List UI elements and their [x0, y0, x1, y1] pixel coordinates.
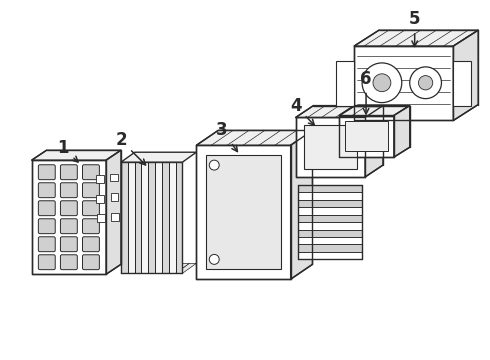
Polygon shape: [339, 116, 394, 157]
Polygon shape: [354, 30, 478, 46]
Polygon shape: [97, 195, 104, 203]
Polygon shape: [297, 207, 362, 215]
FancyBboxPatch shape: [38, 183, 55, 198]
Polygon shape: [97, 215, 104, 222]
Text: 6: 6: [360, 70, 372, 114]
Polygon shape: [297, 185, 362, 192]
Circle shape: [209, 255, 219, 264]
Polygon shape: [135, 264, 155, 273]
FancyBboxPatch shape: [60, 237, 77, 252]
Polygon shape: [155, 162, 162, 273]
Polygon shape: [32, 150, 121, 160]
Polygon shape: [175, 264, 196, 273]
FancyBboxPatch shape: [60, 165, 77, 180]
Polygon shape: [297, 252, 362, 260]
Polygon shape: [297, 192, 362, 200]
FancyBboxPatch shape: [38, 219, 55, 234]
Circle shape: [209, 160, 219, 170]
Polygon shape: [291, 130, 313, 279]
FancyBboxPatch shape: [82, 255, 99, 270]
FancyBboxPatch shape: [82, 201, 99, 216]
Polygon shape: [121, 162, 128, 273]
Polygon shape: [32, 160, 106, 274]
Polygon shape: [142, 264, 162, 273]
Polygon shape: [303, 125, 357, 169]
Polygon shape: [297, 237, 362, 244]
Polygon shape: [121, 152, 196, 162]
FancyBboxPatch shape: [82, 219, 99, 234]
Text: 5: 5: [409, 10, 420, 46]
Text: 1: 1: [58, 139, 78, 162]
Polygon shape: [206, 155, 281, 269]
Polygon shape: [394, 105, 410, 157]
FancyBboxPatch shape: [60, 183, 77, 198]
Polygon shape: [110, 174, 118, 181]
Polygon shape: [169, 264, 190, 273]
Polygon shape: [111, 213, 119, 221]
Polygon shape: [106, 150, 121, 274]
Polygon shape: [128, 162, 135, 273]
Polygon shape: [175, 162, 182, 273]
Polygon shape: [148, 264, 169, 273]
FancyBboxPatch shape: [38, 255, 55, 270]
FancyBboxPatch shape: [60, 201, 77, 216]
Circle shape: [418, 76, 433, 90]
Polygon shape: [128, 264, 148, 273]
Polygon shape: [297, 215, 362, 222]
Polygon shape: [162, 162, 169, 273]
Polygon shape: [196, 130, 313, 145]
Polygon shape: [295, 105, 383, 117]
Polygon shape: [142, 162, 148, 273]
FancyBboxPatch shape: [38, 165, 55, 180]
Polygon shape: [162, 264, 183, 273]
FancyBboxPatch shape: [82, 183, 99, 198]
Polygon shape: [96, 175, 104, 183]
Text: 4: 4: [290, 96, 314, 125]
Polygon shape: [169, 162, 175, 273]
Polygon shape: [365, 105, 383, 177]
Polygon shape: [345, 121, 388, 151]
FancyBboxPatch shape: [38, 201, 55, 216]
Circle shape: [373, 74, 391, 92]
Polygon shape: [196, 145, 291, 279]
FancyBboxPatch shape: [82, 237, 99, 252]
FancyBboxPatch shape: [38, 237, 55, 252]
Polygon shape: [297, 200, 362, 207]
FancyBboxPatch shape: [60, 219, 77, 234]
FancyBboxPatch shape: [60, 255, 77, 270]
Polygon shape: [155, 264, 176, 273]
Circle shape: [410, 67, 441, 99]
Polygon shape: [295, 117, 365, 177]
Polygon shape: [111, 193, 119, 201]
Polygon shape: [297, 222, 362, 230]
Polygon shape: [339, 105, 410, 116]
FancyBboxPatch shape: [82, 165, 99, 180]
Polygon shape: [135, 162, 142, 273]
Circle shape: [362, 63, 402, 103]
Polygon shape: [453, 61, 471, 105]
Text: 2: 2: [115, 131, 146, 165]
Text: 3: 3: [217, 121, 238, 152]
Polygon shape: [336, 61, 354, 105]
Polygon shape: [453, 30, 478, 121]
Polygon shape: [297, 230, 362, 237]
Polygon shape: [121, 264, 142, 273]
Polygon shape: [148, 162, 155, 273]
Polygon shape: [354, 46, 453, 121]
Polygon shape: [297, 244, 362, 252]
